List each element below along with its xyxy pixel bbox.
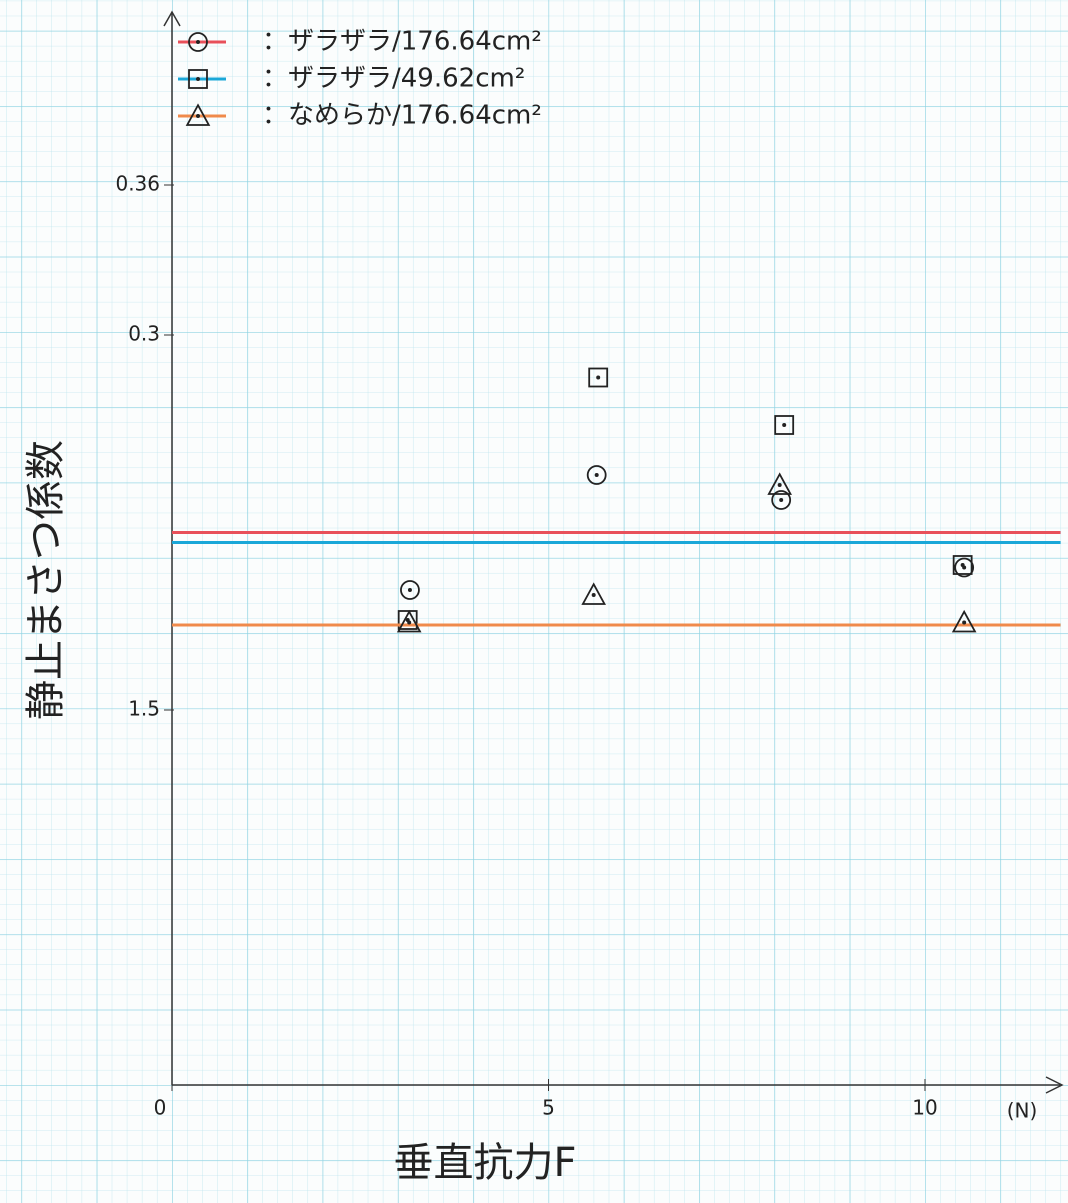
marker-dot bbox=[961, 563, 965, 567]
x-unit: (N) bbox=[1007, 1099, 1038, 1123]
y-tick-label: 1.5 bbox=[128, 697, 160, 721]
x-tick-label: 10 bbox=[912, 1096, 937, 1120]
marker-dot bbox=[595, 473, 599, 477]
x-tick-label: 0 bbox=[154, 1096, 167, 1120]
marker-dot bbox=[407, 621, 411, 625]
marker-dot bbox=[196, 77, 200, 81]
x-axis-title: 垂直抗力F bbox=[393, 1140, 576, 1186]
marker-dot bbox=[596, 376, 600, 380]
marker-dot bbox=[196, 114, 200, 118]
marker-dot bbox=[408, 588, 412, 592]
legend-label: ：ザラザラ/176.64cm² bbox=[262, 27, 542, 57]
legend-label: ：なめらか/176.64cm² bbox=[262, 101, 542, 131]
marker-dot bbox=[779, 498, 783, 502]
y-tick-label: 0.36 bbox=[115, 172, 160, 196]
y-axis-title: 静止まさつ係数 bbox=[23, 440, 69, 720]
graph-paper-major bbox=[0, 0, 1068, 1203]
marker-dot bbox=[592, 593, 596, 597]
marker-dot bbox=[778, 483, 782, 487]
chart: (N) 垂直抗力F 静止まさつ係数 0 5 10 1.5 0.3 0.36 ：ザラザラ/17… bbox=[0, 0, 1068, 1203]
x-tick-label: 5 bbox=[542, 1096, 555, 1120]
marker-dot bbox=[196, 40, 200, 44]
marker-dot bbox=[782, 423, 786, 427]
marker-dot bbox=[962, 621, 966, 625]
y-tick-label: 0.3 bbox=[128, 322, 160, 346]
legend-label: ：ザラザラ/49.62cm² bbox=[262, 64, 525, 94]
